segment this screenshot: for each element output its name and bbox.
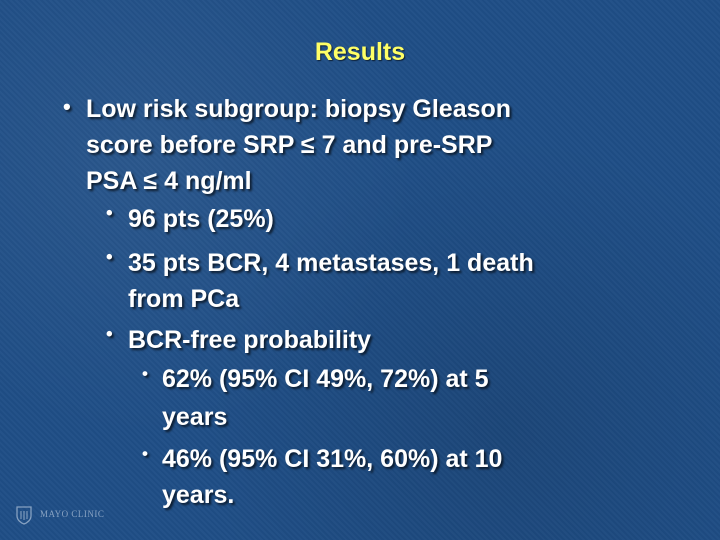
slide-title: Results — [314, 38, 406, 66]
bullet-marker-5: • — [142, 364, 148, 383]
bullet-marker-4: • — [106, 324, 113, 345]
bullet-4-line-1: BCR-free probability — [128, 326, 372, 354]
bullet-2-line-1: 96 pts (25%) — [128, 205, 274, 233]
bullet-6-line-1: 46% (95% CI 31%, 60%) at 10 — [162, 445, 503, 473]
bullet-5-line-2: years — [162, 403, 228, 431]
bullet-3-line-1: 35 pts BCR, 4 metastases, 1 death — [128, 249, 534, 277]
bullet-1-line-2: score before SRP ≤ 7 and pre-SRP — [86, 131, 493, 159]
logo-text: MAYO CLINIC — [40, 509, 105, 519]
bullet-1-line-1: Low risk subgroup: biopsy Gleason — [86, 95, 512, 123]
footer-logo: MAYO CLINIC — [14, 505, 104, 525]
bullet-1-line-3: PSA ≤ 4 ng/ml — [86, 167, 252, 195]
mayo-shield-icon — [16, 506, 32, 525]
bullet-5-line-1: 62% (95% CI 49%, 72%) at 5 — [162, 365, 489, 393]
bullet-3-line-2: from PCa — [128, 285, 240, 313]
bullet-marker-2: • — [106, 203, 113, 224]
bullet-marker-6: • — [142, 444, 148, 463]
bullet-marker-3: • — [106, 247, 113, 268]
bullet-marker-1: • — [63, 94, 71, 119]
bullet-6-line-2: years. — [162, 481, 235, 509]
